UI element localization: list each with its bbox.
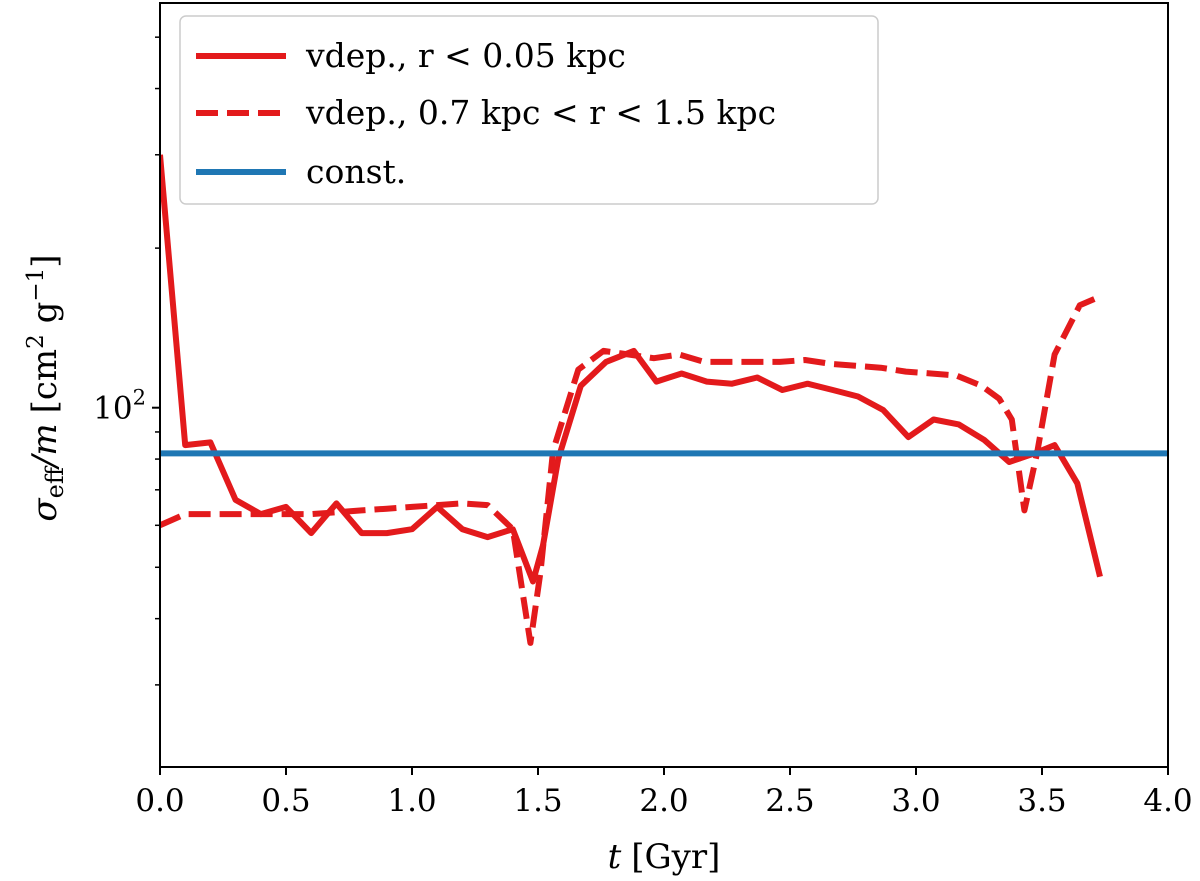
series-layer <box>160 154 1168 646</box>
legend-box <box>179 15 879 205</box>
series-line-vdep-inner <box>160 154 1103 585</box>
y-axis-label-sigma: σ <box>25 498 65 522</box>
y-axis-label-unit-exp2: −1 <box>23 268 49 302</box>
y-axis-label-unit-open: [cm <box>25 349 65 414</box>
y-axis-label-subscript: eff <box>41 465 69 498</box>
x-tick-label: 0.0 <box>135 783 184 819</box>
x-axis-label: t [Gyr] <box>608 837 721 877</box>
y-tick-label: 102 <box>93 386 146 427</box>
tick-layer: 0.0 0.5 1.0 1.5 2.0 2.5 3.0 3.5 4.0 102 <box>93 36 1193 819</box>
x-tick-label: 1.5 <box>513 783 562 819</box>
x-tick-label: 0.5 <box>261 783 310 819</box>
y-tick-label-base: 10 <box>93 391 132 427</box>
y-axis-label-unit-mid: g <box>25 302 65 335</box>
y-axis-label-unit-exp: 2 <box>23 334 49 349</box>
legend-label-const: const. <box>306 152 406 191</box>
y-axis-label-over-m: /m <box>25 423 65 470</box>
legend: vdep., r < 0.05 kpc vdep., 0.7 kpc < r <… <box>179 15 879 205</box>
x-tick-label: 4.0 <box>1143 783 1192 819</box>
legend-label-vdep-inner: vdep., r < 0.05 kpc <box>305 36 626 75</box>
y-axis-label-unit-close: ] <box>25 254 65 267</box>
x-axis-label-unit: [Gyr] <box>631 837 720 877</box>
y-tick-label-exp: 2 <box>133 386 146 410</box>
series-line-vdep-outer <box>160 293 1102 646</box>
x-tick-label: 2.0 <box>639 783 688 819</box>
x-tick-label: 3.0 <box>891 783 940 819</box>
x-tick-label: 3.5 <box>1017 783 1066 819</box>
x-tick-label: 2.5 <box>765 783 814 819</box>
x-tick-label: 1.0 <box>387 783 436 819</box>
legend-label-vdep-outer: vdep., 0.7 kpc < r < 1.5 kpc <box>305 93 776 132</box>
x-axis-label-symbol: t <box>608 837 622 877</box>
y-axis-label: σeff/m [cm2 g−1] <box>23 254 69 521</box>
